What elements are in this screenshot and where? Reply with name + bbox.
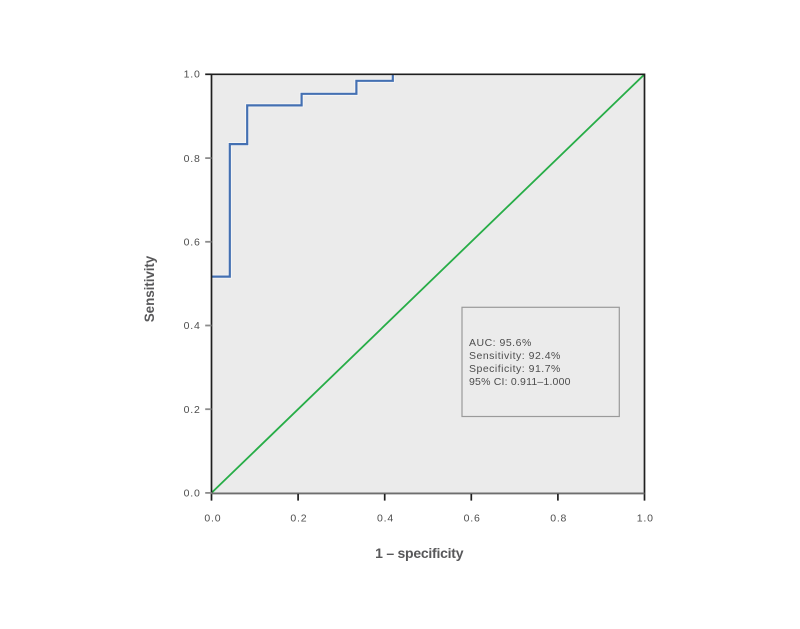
svg-text:0.8: 0.8 [184, 153, 201, 165]
svg-text:0.6: 0.6 [464, 513, 481, 525]
svg-text:Sensitivity: Sensitivity [142, 255, 157, 322]
svg-text:1.0: 1.0 [184, 68, 201, 80]
svg-text:0.4: 0.4 [184, 320, 201, 332]
svg-text:0.2: 0.2 [184, 404, 201, 416]
svg-text:1 – specificity: 1 – specificity [375, 545, 464, 561]
svg-text:0.8: 0.8 [550, 513, 567, 525]
svg-text:0.4: 0.4 [377, 513, 394, 525]
svg-text:1.0: 1.0 [637, 513, 654, 525]
svg-text:0.6: 0.6 [184, 237, 201, 249]
svg-text:0.0: 0.0 [204, 513, 221, 525]
svg-text:Sensitivity: 92.4%: Sensitivity: 92.4% [469, 350, 561, 362]
svg-text:95% CI: 0.911–1.000: 95% CI: 0.911–1.000 [469, 376, 571, 388]
svg-text:0.2: 0.2 [290, 513, 307, 525]
svg-text:AUC: 95.6%: AUC: 95.6% [469, 337, 532, 349]
svg-text:Specificity: 91.7%: Specificity: 91.7% [469, 363, 561, 375]
svg-text:0.0: 0.0 [184, 488, 201, 500]
